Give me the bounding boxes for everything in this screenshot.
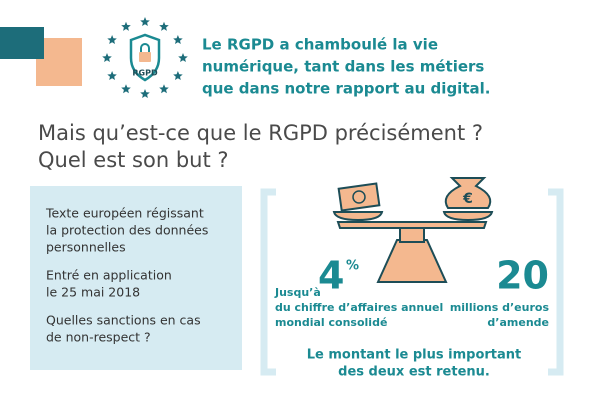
lock-shackle	[140, 43, 150, 52]
star	[173, 71, 183, 80]
panel-line: personnelles	[46, 240, 126, 255]
star	[159, 21, 169, 31]
badge-label: RGPD	[132, 69, 158, 78]
big-number: 4	[318, 254, 344, 298]
rgpd-badge: RGPD	[102, 17, 188, 98]
info-panel	[30, 186, 242, 370]
left-line: mondial consolidé	[275, 316, 387, 329]
scale-icon	[332, 177, 494, 283]
deco-bar	[0, 27, 44, 59]
star	[140, 17, 150, 26]
panel-text: Texte européen régissant la protection de…	[45, 206, 208, 345]
left-line: du chiffre d’affaires annuel	[275, 301, 443, 314]
big-number: 20	[496, 254, 549, 298]
panel-line: la protection des données	[46, 223, 208, 238]
panel-line: Texte européen régissant	[45, 206, 204, 221]
panel-line: le 25 mai 2018	[46, 285, 140, 300]
shield	[129, 33, 161, 82]
question-line: Quel est son but ?	[38, 148, 229, 172]
bracket	[260, 188, 564, 376]
unit: %	[346, 259, 359, 274]
prefix: Jusqu’à	[274, 286, 321, 299]
star	[107, 71, 117, 80]
question: Mais qu’est-ce que le RGPD précisément ?…	[38, 121, 483, 172]
star	[121, 21, 131, 31]
header-line: Le RGPD a chamboulé la vie	[202, 36, 438, 54]
star	[173, 35, 183, 44]
star	[159, 84, 169, 94]
header-line: numérique, tant dans les métiers	[202, 58, 484, 76]
note-line: Le montant le plus important	[307, 348, 522, 363]
star	[107, 35, 117, 44]
panel-line: Entré en application	[46, 268, 172, 283]
header: Le RGPD a chamboulé la vie numérique, tan…	[202, 36, 490, 98]
star	[140, 89, 150, 98]
panel-line: Quelles sanctions en cas	[46, 313, 201, 328]
bag-symbol: €	[462, 191, 473, 207]
sanctions: Jusqu’à4 % du chiffre d’affaires annuel mon…	[274, 254, 549, 380]
star	[178, 53, 188, 62]
lock	[139, 52, 151, 62]
header-line: que dans notre rapport au digital.	[202, 80, 490, 98]
star	[102, 53, 112, 62]
note-line: des deux est retenu.	[338, 365, 490, 380]
right-line: d’amende	[487, 316, 549, 329]
panel-line: de non-respect ?	[46, 330, 151, 345]
question-line: Mais qu’est-ce que le RGPD précisément ?	[38, 121, 483, 145]
star	[121, 84, 131, 94]
right-line: millions d’euros	[450, 301, 550, 314]
